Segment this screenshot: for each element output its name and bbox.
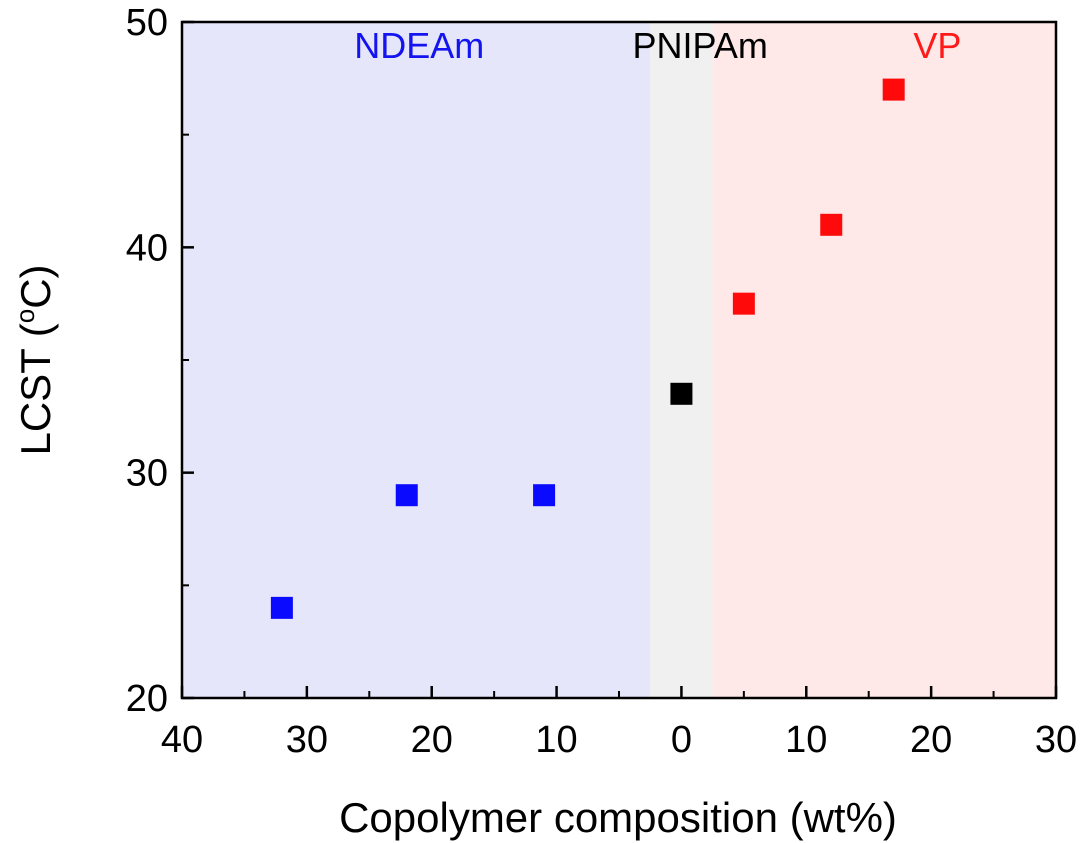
- x-tick-label: 40: [161, 719, 203, 761]
- data-points: [270, 78, 905, 619]
- x-tick-label: 0: [671, 719, 692, 761]
- region-pnipam: [650, 22, 713, 698]
- x-tick-label: 20: [411, 719, 453, 761]
- y-axis-ticks: 20 30 40 50: [126, 2, 194, 720]
- region-vp: [712, 22, 1056, 698]
- y-tick-label: 20: [126, 678, 168, 720]
- region-label-ndeam: NDEAm: [354, 25, 484, 66]
- region-ndeam: [182, 22, 651, 698]
- data-point: [670, 382, 693, 405]
- region-label-vp: VP: [913, 25, 961, 66]
- x-tick-label: 20: [910, 719, 952, 761]
- x-axis-title: Copolymer composition (wt%): [339, 794, 897, 841]
- region-label-pnipam: PNIPAm: [632, 25, 767, 66]
- y-tick-label: 40: [126, 227, 168, 269]
- x-tick-label: 10: [785, 719, 827, 761]
- x-tick-label: 30: [286, 719, 328, 761]
- data-point: [732, 292, 755, 315]
- data-point: [882, 78, 905, 101]
- y-axis-title: LCST (oC): [10, 264, 59, 455]
- region-labels: NDEAm PNIPAm VP: [354, 25, 961, 66]
- x-tick-label: 10: [535, 719, 577, 761]
- x-tick-label: 30: [1035, 719, 1077, 761]
- data-point: [395, 484, 418, 507]
- x-axis-ticks: 40 30 20 10 0 10 20 30: [161, 686, 1077, 761]
- y-tick-label: 30: [126, 453, 168, 495]
- data-point: [533, 484, 556, 507]
- background-regions: [182, 22, 1056, 698]
- data-point: [820, 213, 843, 236]
- y-tick-label: 50: [126, 2, 168, 44]
- data-point: [270, 596, 293, 619]
